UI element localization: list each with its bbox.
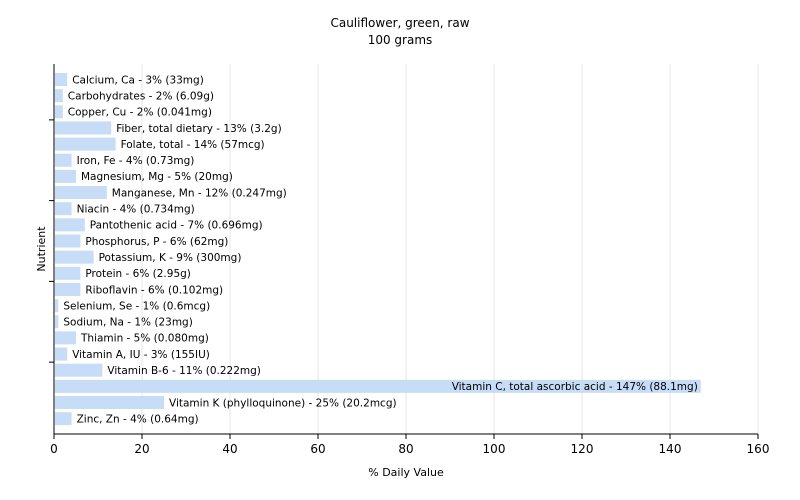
bar-label: Potassium, K - 9% (300mg) xyxy=(99,252,242,264)
bars xyxy=(55,73,701,426)
x-axis-title: % Daily Value xyxy=(368,466,444,479)
bar-label: Phosphorus, P - 6% (62mg) xyxy=(85,236,228,248)
bar-label: Copper, Cu - 2% (0.041mg) xyxy=(68,107,212,119)
bar xyxy=(55,105,63,119)
bar xyxy=(55,412,72,426)
bar xyxy=(55,331,76,345)
bar xyxy=(55,137,116,151)
bar xyxy=(55,250,94,264)
x-tick-label: 100 xyxy=(483,442,506,456)
bar-label: Vitamin K (phylloquinone) - 25% (20.2mcg… xyxy=(169,397,397,409)
bar xyxy=(55,89,63,103)
grid-lines xyxy=(141,64,759,434)
bar xyxy=(55,315,59,329)
bar-label: Pantothenic acid - 7% (0.696mg) xyxy=(90,220,263,232)
bar-label: Thiamin - 5% (0.080mg) xyxy=(80,333,209,345)
bar xyxy=(55,218,85,232)
bar-label: Selenium, Se - 1% (0.6mcg) xyxy=(63,300,210,312)
chart-title: Cauliflower, green, raw xyxy=(330,16,469,30)
bar-label: Iron, Fe - 4% (0.73mg) xyxy=(77,155,195,167)
bar-label: Zinc, Zn - 4% (0.64mg) xyxy=(77,413,199,425)
bar xyxy=(55,202,72,216)
y-axis-ticks xyxy=(49,119,54,363)
x-tick-label: 0 xyxy=(50,442,58,456)
bar-label: Vitamin B-6 - 11% (0.222mg) xyxy=(107,365,261,377)
x-tick-label: 120 xyxy=(571,442,594,456)
bar-label: Carbohydrates - 2% (6.09g) xyxy=(68,90,214,102)
bar xyxy=(55,153,72,167)
bar-label: Vitamin A, IU - 3% (155IU) xyxy=(72,349,210,361)
y-axis-title: Nutrient xyxy=(35,226,48,272)
bar xyxy=(55,234,81,248)
x-axis-ticks: 0 20 40 60 80 100 120 140 160 xyxy=(50,434,769,456)
bar xyxy=(55,379,701,393)
bar-labels: Calcium, Ca - 3% (33mg) Carbohydrates - 2… xyxy=(63,74,697,425)
bar-label: Fiber, total dietary - 13% (3.2g) xyxy=(116,123,281,135)
bar-label: Magnesium, Mg - 5% (20mg) xyxy=(81,171,233,183)
x-tick-label: 60 xyxy=(310,442,325,456)
bar-label: Folate, total - 14% (57mcg) xyxy=(121,139,265,151)
x-tick-label: 40 xyxy=(222,442,237,456)
bar-label: Protein - 6% (2.95g) xyxy=(85,268,191,280)
x-tick-label: 80 xyxy=(398,442,413,456)
bar xyxy=(55,282,81,296)
bar xyxy=(55,299,59,313)
bar-label: Riboflavin - 6% (0.102mg) xyxy=(85,284,223,296)
bar xyxy=(55,186,107,200)
bar xyxy=(55,73,68,86)
bar-label: Manganese, Mn - 12% (0.247mg) xyxy=(112,187,287,199)
bar xyxy=(55,347,68,361)
x-tick-label: 160 xyxy=(747,442,770,456)
x-tick-label: 20 xyxy=(134,442,149,456)
bar-label: Vitamin C, total ascorbic acid - 147% (8… xyxy=(452,381,698,393)
bar xyxy=(55,396,164,409)
bar-label: Sodium, Na - 1% (23mg) xyxy=(63,317,192,329)
bar-label: Calcium, Ca - 3% (33mg) xyxy=(72,74,204,86)
bar xyxy=(55,363,103,377)
chart-subtitle: 100 grams xyxy=(368,33,433,47)
bar xyxy=(55,169,76,183)
x-tick-label: 140 xyxy=(659,442,682,456)
bar-label: Niacin - 4% (0.734mg) xyxy=(77,204,195,216)
bar xyxy=(55,121,112,135)
bar xyxy=(55,266,81,280)
